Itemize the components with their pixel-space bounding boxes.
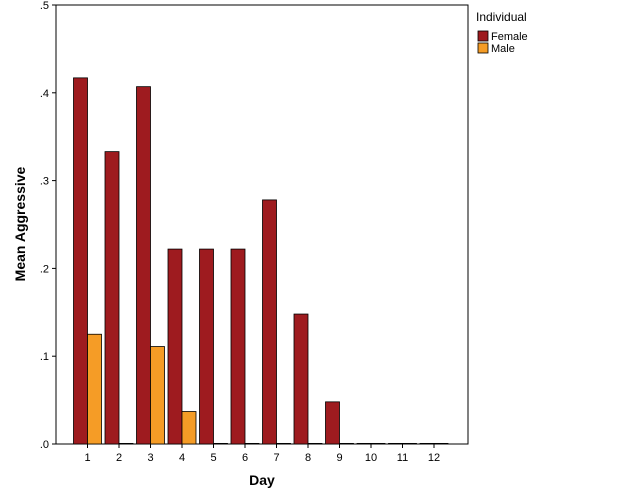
bar-male-day-9 bbox=[339, 442, 354, 445]
y-axis-ticks: .0 .1 .2 .3 .4 .5 bbox=[40, 0, 56, 451]
bar-male-day-4 bbox=[181, 411, 197, 445]
bar-female-day-8 bbox=[293, 313, 309, 445]
bar-female-day-9 bbox=[325, 401, 340, 445]
y-tick-label: .1 bbox=[40, 351, 49, 363]
x-tick-label: 5 bbox=[210, 452, 216, 464]
x-tick-label: 6 bbox=[242, 452, 248, 464]
y-tick-label: .4 bbox=[40, 88, 49, 100]
x-tick-label: 9 bbox=[336, 452, 342, 464]
y-tick-label: .5 bbox=[40, 0, 49, 12]
x-axis-title: Day bbox=[249, 472, 275, 488]
x-axis-ticks: 1 2 3 4 5 6 7 8 9 10 11 12 bbox=[84, 444, 440, 464]
x-tick-label: 2 bbox=[116, 452, 122, 464]
x-tick-label: 3 bbox=[147, 452, 153, 464]
y-axis-title: Mean Aggressive bbox=[12, 166, 28, 281]
bar-male-day-5 bbox=[213, 442, 228, 445]
bar-female-day-1 bbox=[73, 77, 88, 445]
bar-female-day-11 bbox=[388, 442, 403, 445]
x-tick-label: 4 bbox=[179, 452, 185, 464]
bar-female-day-6 bbox=[230, 248, 246, 445]
bar-female-day-10 bbox=[356, 442, 372, 445]
y-tick-label: .2 bbox=[40, 263, 49, 275]
bar-female-day-12 bbox=[419, 442, 435, 445]
bar-female-day-5 bbox=[199, 248, 214, 445]
bar-male-day-10 bbox=[370, 442, 386, 445]
x-tick-label: 11 bbox=[397, 452, 408, 464]
x-tick-label: 7 bbox=[273, 452, 279, 464]
legend-swatch-female bbox=[477, 30, 489, 42]
legend-label-male: Male bbox=[491, 43, 515, 55]
bar-female-day-2 bbox=[104, 151, 120, 445]
legend-swatch-male bbox=[477, 42, 489, 54]
plot-frame bbox=[55, 4, 469, 445]
y-tick-label: .0 bbox=[40, 439, 49, 451]
bars bbox=[73, 77, 449, 445]
bar-male-day-3 bbox=[150, 346, 165, 445]
bar-male-day-2 bbox=[118, 442, 134, 445]
x-tick-label: 12 bbox=[428, 452, 440, 464]
x-tick-label: 1 bbox=[84, 452, 90, 464]
bar-male-day-1 bbox=[87, 333, 102, 445]
bar-male-day-12 bbox=[433, 442, 449, 445]
bar-female-day-7 bbox=[262, 199, 277, 445]
x-tick-label: 8 bbox=[305, 452, 311, 464]
bar-female-day-3 bbox=[136, 86, 151, 445]
bar-male-day-6 bbox=[244, 442, 260, 445]
bar-male-day-7 bbox=[276, 442, 291, 445]
bar-female-day-4 bbox=[167, 248, 183, 445]
bar-male-day-8 bbox=[307, 442, 323, 445]
bar-male-day-11 bbox=[402, 442, 417, 445]
y-tick-label: .3 bbox=[40, 176, 49, 188]
legend-title: Individual bbox=[476, 10, 527, 24]
x-tick-label: 10 bbox=[365, 452, 377, 464]
legend-label-female: Female bbox=[491, 31, 528, 43]
